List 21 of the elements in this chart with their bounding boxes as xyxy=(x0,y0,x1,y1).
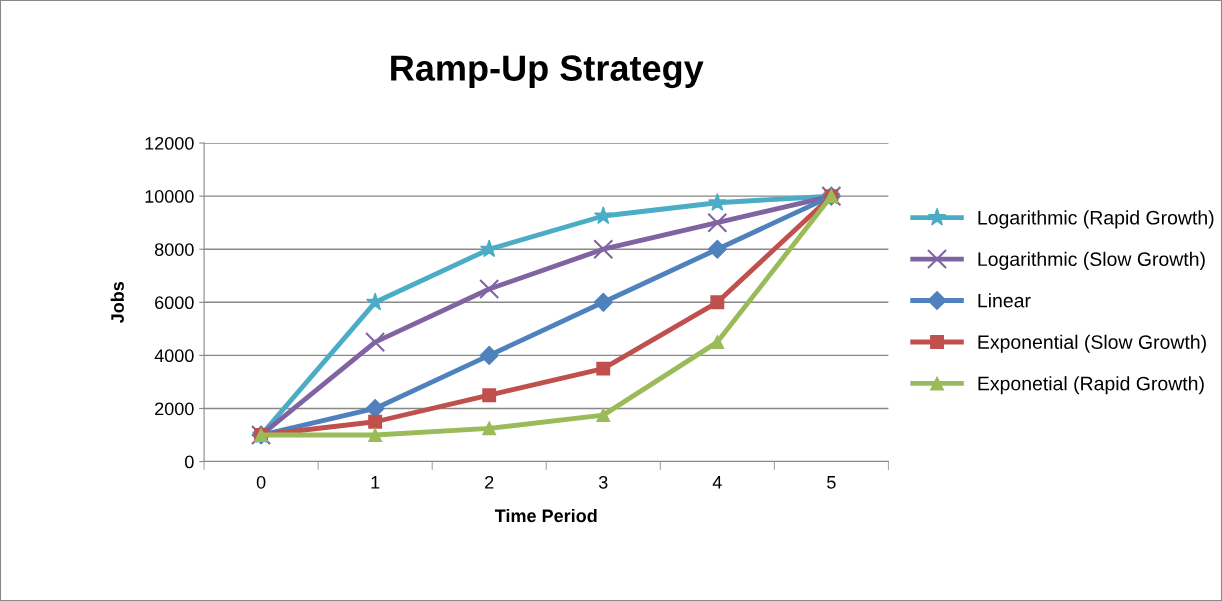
x-tick-label: 4 xyxy=(712,476,722,489)
legend-label: Logarithmic (Rapid Growth) xyxy=(978,210,1214,229)
y-tick-label: 0 xyxy=(185,455,194,469)
legend-label: Logarithmic (Slow Growth) xyxy=(978,251,1205,270)
legend-label: Linear xyxy=(978,293,1031,308)
y-tick-label: 10000 xyxy=(145,190,194,203)
x-axis-title: Time Period xyxy=(494,508,597,523)
x-tick-label: 2 xyxy=(485,475,494,489)
chart-title: Ramp-Up Strategy xyxy=(391,55,704,89)
y-tick-label: 2000 xyxy=(155,402,194,416)
y-tick-label: 8000 xyxy=(154,243,194,256)
y-tick-label: 4000 xyxy=(154,349,194,363)
x-tick-label: 5 xyxy=(827,476,836,489)
y-tick-label: 12000 xyxy=(145,136,194,150)
x-tick-label: 1 xyxy=(371,476,380,489)
y-tick-label: 6000 xyxy=(155,296,194,310)
x-tick-label: 0 xyxy=(256,475,266,489)
y-axis-title: Jobs xyxy=(110,281,124,324)
legend-label: Exponetial (Rapid Growth) xyxy=(978,376,1204,395)
legend-label: Exponential (Slow Growth) xyxy=(978,334,1206,353)
x-tick-label: 3 xyxy=(598,475,608,489)
